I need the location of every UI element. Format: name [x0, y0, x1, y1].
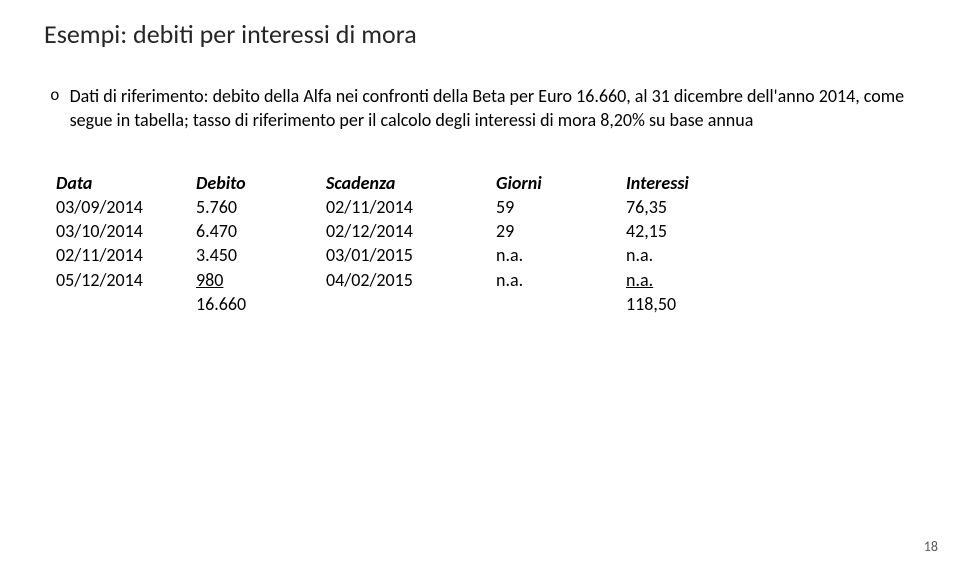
- bullet-line: o Dati di riferimento: debito della Alfa…: [50, 84, 916, 133]
- cell-debito: 6.470: [196, 219, 326, 243]
- cell-giorni: n.a.: [496, 268, 626, 292]
- total-interessi: 118,50: [626, 292, 756, 316]
- total-debito: 16.660: [196, 292, 326, 316]
- cell-debito: 5.760: [196, 195, 326, 219]
- table-row: 02/11/2014 3.450 03/01/2015 n.a. n.a.: [56, 243, 916, 267]
- page-number: 18: [924, 538, 938, 555]
- cell-scadenza: 03/01/2015: [326, 243, 496, 267]
- cell-empty: [326, 292, 496, 316]
- cell-debito: 3.450: [196, 243, 326, 267]
- cell-interessi: n.a.: [626, 269, 653, 291]
- cell-interessi: n.a.: [626, 243, 756, 267]
- table-totals-row: 16.660 118,50: [56, 292, 916, 316]
- cell-interessi: 76,35: [626, 195, 756, 219]
- table-row: 03/09/2014 5.760 02/11/2014 59 76,35: [56, 195, 916, 219]
- cell-scadenza: 02/11/2014: [326, 195, 496, 219]
- table-header-row: Data Debito Scadenza Giorni Interessi: [56, 171, 916, 195]
- col-header-giorni: Giorni: [496, 171, 626, 195]
- document-page: Esempi: debiti per interessi di mora o D…: [0, 0, 960, 569]
- bullet-text: Dati di riferimento: debito della Alfa n…: [70, 84, 916, 133]
- cell-empty: [56, 292, 196, 316]
- cell-data: 05/12/2014: [56, 268, 196, 292]
- col-header-interessi: Interessi: [626, 171, 756, 195]
- data-table: Data Debito Scadenza Giorni Interessi 03…: [56, 171, 916, 317]
- cell-giorni: 29: [496, 219, 626, 243]
- cell-giorni: 59: [496, 195, 626, 219]
- cell-data: 03/09/2014: [56, 195, 196, 219]
- cell-interessi: 42,15: [626, 219, 756, 243]
- table-row: 05/12/2014 980 04/02/2015 n.a. n.a.: [56, 268, 916, 292]
- bullet-symbol: o: [50, 86, 60, 108]
- cell-scadenza: 04/02/2015: [326, 268, 496, 292]
- page-title: Esempi: debiti per interessi di mora: [44, 18, 916, 50]
- cell-data: 03/10/2014: [56, 219, 196, 243]
- table-row: 03/10/2014 6.470 02/12/2014 29 42,15: [56, 219, 916, 243]
- col-header-scadenza: Scadenza: [326, 171, 496, 195]
- cell-empty: [496, 292, 626, 316]
- cell-data: 02/11/2014: [56, 243, 196, 267]
- cell-debito: 980: [196, 269, 223, 291]
- col-header-debito: Debito: [196, 171, 326, 195]
- cell-giorni: n.a.: [496, 243, 626, 267]
- col-header-data: Data: [56, 171, 196, 195]
- bullet-block: o Dati di riferimento: debito della Alfa…: [50, 84, 916, 133]
- cell-scadenza: 02/12/2014: [326, 219, 496, 243]
